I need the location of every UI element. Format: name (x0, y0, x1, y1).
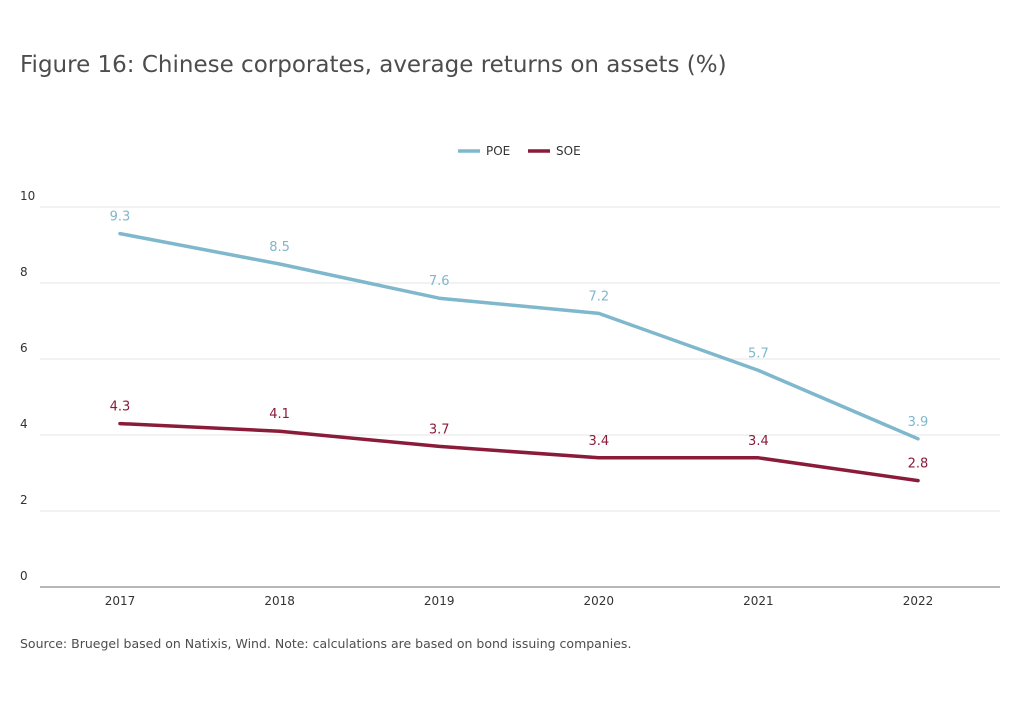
data-label-poe: 7.6 (429, 274, 450, 289)
data-label-soe: 3.4 (588, 434, 609, 449)
series-line-poe (118, 231, 920, 441)
data-labels: 9.3 8.5 7.6 7.2 5.7 3.9 4.3 4.1 3.7 3.4 3.4 2.8 (110, 210, 929, 472)
source-note: Source: Bruegel based on Natixis, Wind. … (20, 636, 632, 651)
data-label-poe: 3.9 (908, 415, 929, 430)
x-tick-label: 2017 (105, 594, 136, 608)
data-label-poe: 5.7 (748, 346, 769, 361)
series-lines (118, 231, 920, 483)
data-label-soe: 3.4 (748, 434, 769, 449)
x-tick-label: 2021 (743, 594, 774, 608)
data-label-soe: 2.8 (908, 457, 929, 472)
y-tick-label: 8 (20, 265, 28, 279)
data-label-soe: 4.1 (269, 407, 290, 422)
y-axis-ticks: 0 2 4 6 8 10 (20, 189, 35, 583)
x-tick-label: 2018 (264, 594, 295, 608)
gridlines (40, 206, 1000, 588)
data-label-soe: 3.7 (429, 422, 450, 437)
x-axis-ticks: 2017 2018 2019 2020 2021 2022 (105, 594, 934, 608)
x-tick-label: 2022 (903, 594, 934, 608)
data-label-soe: 4.3 (110, 400, 131, 415)
y-tick-label: 2 (20, 493, 28, 507)
x-tick-label: 2020 (584, 594, 615, 608)
y-tick-label: 6 (20, 341, 28, 355)
y-tick-label: 0 (20, 569, 28, 583)
series-line-soe (118, 421, 920, 483)
legend-label-poe: POE (486, 144, 510, 158)
x-tick-label: 2019 (424, 594, 455, 608)
data-label-poe: 9.3 (110, 210, 131, 225)
y-tick-label: 10 (20, 189, 35, 203)
data-label-poe: 7.2 (588, 289, 609, 304)
legend: POE SOE (458, 144, 581, 158)
data-label-poe: 8.5 (269, 240, 290, 255)
chart-title: Figure 16: Chinese corporates, average r… (20, 52, 727, 78)
y-tick-label: 4 (20, 417, 28, 431)
legend-label-soe: SOE (556, 144, 581, 158)
